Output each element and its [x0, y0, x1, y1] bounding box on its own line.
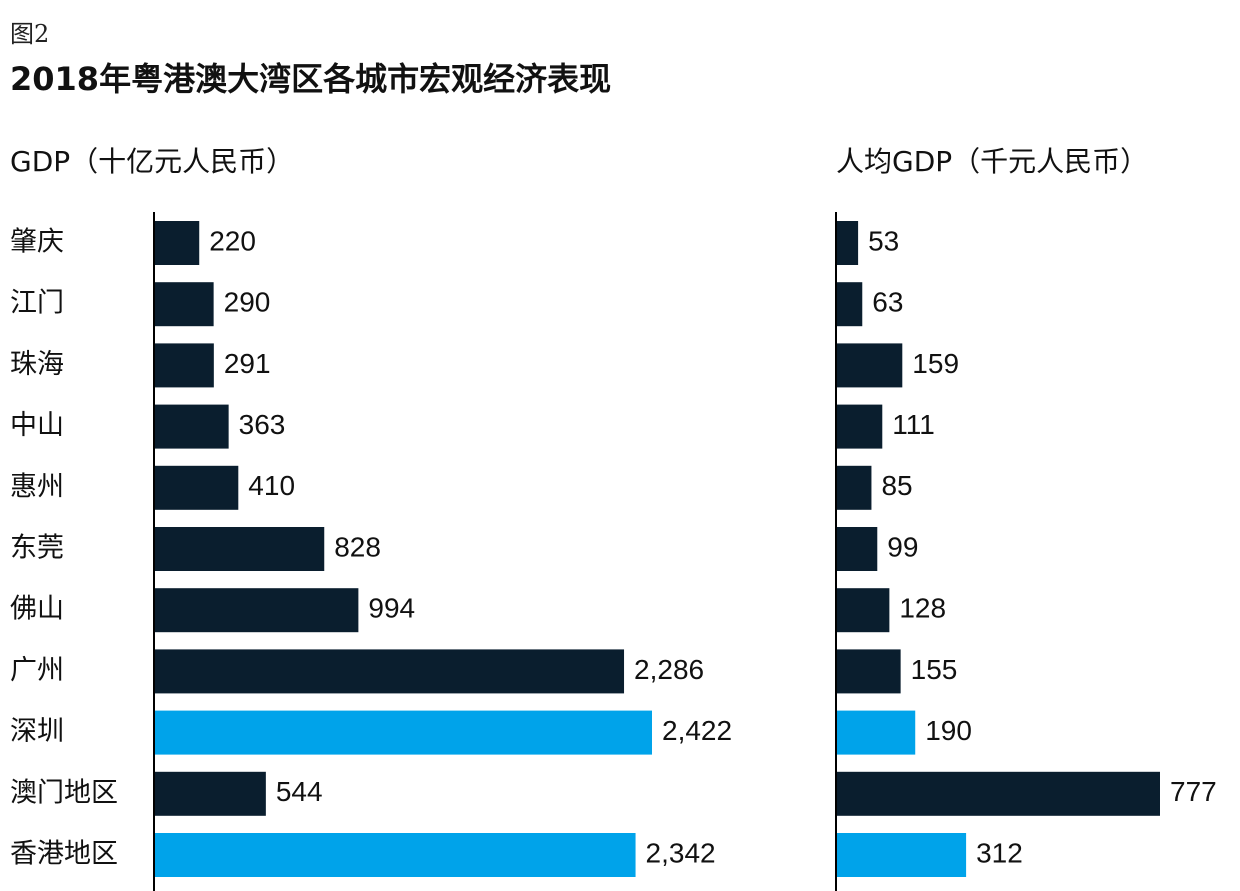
gdp-per-capita-value-label: 312 — [976, 837, 1023, 868]
gdp-bar — [154, 527, 325, 571]
gdp-bar — [154, 404, 229, 449]
gdp-bar — [154, 221, 200, 265]
gdp-per-capita-bar — [836, 282, 863, 327]
category-label: 肇庆 — [10, 227, 64, 258]
category-label: 中山 — [10, 410, 64, 441]
gdp-per-capita-value-label: 159 — [912, 348, 959, 379]
figure-number: 图2 — [10, 20, 50, 48]
category-label: 惠州 — [10, 471, 64, 502]
gdp-per-capita-bar — [836, 465, 872, 510]
gdp-per-capita-value-label: 63 — [872, 287, 903, 318]
gdp-per-capita-bar — [836, 221, 859, 265]
gdp-bar — [154, 282, 214, 327]
gdp-per-capita-value-label: 155 — [911, 654, 958, 685]
category-label: 东莞 — [10, 533, 64, 564]
gdp-per-capita-bar — [836, 771, 1160, 816]
category-label: 深圳 — [10, 716, 64, 747]
gdp-value-label: 2,422 — [662, 715, 732, 746]
gdp-per-capita-value-label: 85 — [881, 470, 912, 501]
gdp-per-capita-bar — [836, 649, 901, 694]
gdp-bar — [154, 343, 214, 388]
gdp-bar — [154, 710, 652, 755]
gdp-value-label: 994 — [368, 593, 415, 624]
gdp-bar — [154, 649, 625, 694]
gdp-value-label: 291 — [224, 348, 271, 379]
category-label: 珠海 — [10, 349, 64, 380]
gdp-per-capita-value-label: 777 — [1170, 776, 1217, 807]
gdp-per-capita-bar — [836, 710, 916, 755]
category-label: 江门 — [10, 288, 64, 319]
gdp-per-capita-bar — [836, 833, 967, 877]
gdp-value-label: 2,286 — [634, 654, 704, 685]
gdp-per-capita-bar — [836, 343, 903, 388]
gdp-bar — [154, 833, 636, 877]
category-label: 佛山 — [10, 594, 64, 625]
gdp-bar — [154, 465, 239, 510]
gdp-value-label: 544 — [276, 776, 323, 807]
gdp-bar — [154, 588, 359, 633]
gdp-per-capita-bar — [836, 527, 878, 571]
gdp-value-label: 363 — [239, 409, 286, 440]
category-label: 广州 — [10, 655, 64, 686]
gdp-per-capita-bar — [836, 404, 883, 449]
gdp-per-capita-value-label: 128 — [899, 593, 946, 624]
category-label: 澳门地区 — [10, 777, 118, 808]
figure-title: 2018年粤港澳大湾区各城市宏观经济表现 — [10, 60, 612, 98]
gdp-value-label: 828 — [334, 531, 381, 562]
gdp-value-label: 2,342 — [646, 837, 716, 868]
gdp-value-label: 290 — [224, 287, 271, 318]
gdp-per-capita-value-label: 99 — [887, 531, 918, 562]
gdp-per-capita-value-label: 53 — [868, 225, 899, 256]
gdp-per-capita-value-label: 111 — [892, 409, 935, 440]
gdp-value-label: 410 — [248, 470, 295, 501]
gdp-value-label: 220 — [209, 225, 256, 256]
gdp-panel-title: GDP（十亿元人民币） — [10, 145, 295, 178]
category-label: 香港地区 — [10, 839, 118, 870]
gdp-per-capita-bar — [836, 588, 890, 633]
gdp-per-capita-panel-title: 人均GDP（千元人民币） — [836, 145, 1149, 178]
gdp-per-capita-value-label: 190 — [925, 715, 972, 746]
gdp-bar — [154, 771, 266, 816]
